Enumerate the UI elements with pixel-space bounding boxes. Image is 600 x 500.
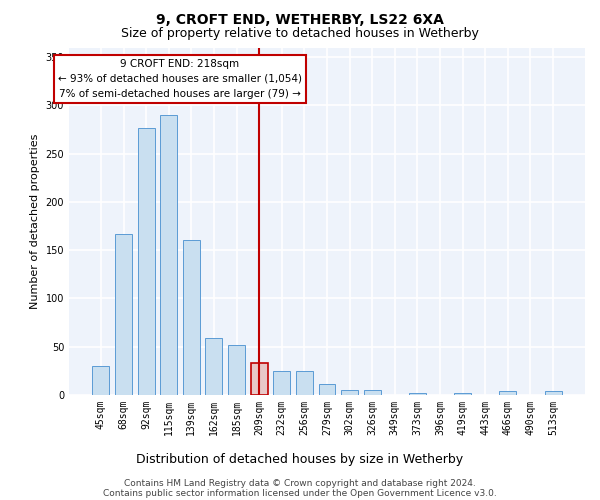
Bar (251, 363, 268, 395)
Bar (183, 240, 200, 395)
Bar (205, 338, 223, 395)
Bar (454, 393, 471, 395)
Bar (115, 234, 132, 395)
Bar (160, 115, 177, 395)
Bar (364, 390, 380, 395)
Bar (228, 345, 245, 395)
Bar (499, 391, 517, 395)
Text: 9, CROFT END, WETHERBY, LS22 6XA: 9, CROFT END, WETHERBY, LS22 6XA (156, 12, 444, 26)
Text: Distribution of detached houses by size in Wetherby: Distribution of detached houses by size … (136, 452, 464, 466)
Bar (274, 371, 290, 395)
Bar (92, 366, 109, 395)
Bar (296, 371, 313, 395)
Bar (319, 384, 335, 395)
Text: Contains HM Land Registry data © Crown copyright and database right 2024.: Contains HM Land Registry data © Crown c… (124, 479, 476, 488)
Bar (341, 390, 358, 395)
Bar (545, 391, 562, 395)
Text: Contains public sector information licensed under the Open Government Licence v3: Contains public sector information licen… (103, 489, 497, 498)
Text: Size of property relative to detached houses in Wetherby: Size of property relative to detached ho… (121, 28, 479, 40)
Y-axis label: Number of detached properties: Number of detached properties (30, 134, 40, 309)
Bar (137, 128, 155, 395)
Bar (409, 393, 426, 395)
Text: 9 CROFT END: 218sqm
← 93% of detached houses are smaller (1,054)
7% of semi-deta: 9 CROFT END: 218sqm ← 93% of detached ho… (58, 59, 302, 98)
